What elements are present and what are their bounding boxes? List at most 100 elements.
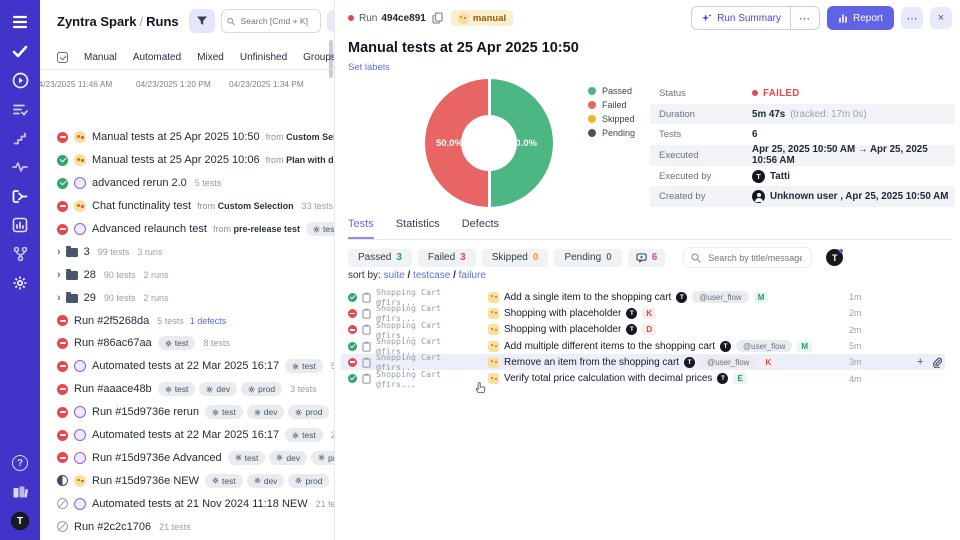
test-row[interactable]: Shopping Cart @firs... Shopping with pla… [341, 320, 945, 340]
sidebar-tab[interactable]: Unfinished [239, 52, 288, 63]
run-list-item[interactable]: › Chat functinality test from Custom Sel… [40, 195, 334, 218]
test-row[interactable]: Shopping Cart @firs... Add a single item… [341, 287, 945, 308]
gear-icon [212, 477, 219, 484]
sidebar-scrollbar[interactable] [329, 40, 333, 78]
env-tag: prod [241, 382, 283, 397]
test-suite: Shopping Cart @firs... [376, 287, 441, 308]
more-button[interactable]: ⋯ [901, 7, 923, 29]
chevron-right-icon[interactable]: › [57, 291, 61, 304]
settings-gear-icon[interactable] [0, 269, 40, 297]
run-list-item[interactable]: › Automated tests at 21 Nov 2024 11:18 N… [40, 492, 334, 515]
test-runs-icon[interactable] [0, 66, 40, 94]
avatar-letter: T [11, 512, 29, 530]
report-button[interactable]: Report [826, 6, 894, 30]
run-type-icon [74, 223, 86, 235]
comments-filter-chip[interactable]: 6 [627, 248, 666, 267]
checklist-icon[interactable] [0, 95, 40, 123]
help-icon[interactable]: ? [0, 449, 40, 477]
attachment-icon[interactable] [932, 357, 943, 368]
sidebar-search[interactable] [220, 9, 321, 33]
run-list-item[interactable]: › 29 from 90 tests 2 runs [40, 286, 334, 309]
run-list-item[interactable]: › 3 from 99 tests 3 runs [40, 240, 334, 263]
test-row[interactable]: Shopping Cart @firs... Remove an item fr… [341, 352, 945, 372]
milestone-badge: D [642, 324, 657, 336]
assignee-avatar: T [684, 356, 696, 368]
run-defects-link[interactable]: 1 defects [189, 315, 227, 326]
run-summary-more-button[interactable]: ⋯ [789, 7, 819, 29]
run-title: Manual tests at 25 Apr 2025 10:50 [348, 40, 579, 56]
integrations-icon[interactable] [0, 240, 40, 268]
run-list-item[interactable]: › Manual tests at 25 Apr 2025 10:50 from… [40, 126, 334, 149]
sort-link[interactable]: failure [458, 270, 486, 281]
test-row[interactable]: Shopping Cart @firs... Verify total pric… [341, 369, 945, 389]
tasks-check-icon[interactable] [0, 37, 40, 65]
detail-tab[interactable]: Statistics [395, 218, 440, 230]
test-row[interactable]: Shopping Cart @firs... Add multiple diff… [341, 336, 945, 356]
status-filter-chip[interactable]: Pending 0 [554, 248, 622, 267]
test-row[interactable]: Shopping Cart @firs... Shopping with pla… [341, 303, 945, 323]
chevron-right-icon[interactable]: › [57, 268, 61, 281]
tests-search-input[interactable] [706, 251, 805, 264]
donut-divider [487, 79, 491, 207]
run-status-icon [57, 131, 68, 143]
detail-tab[interactable]: Tests [348, 218, 374, 239]
run-list-item[interactable]: › Run #2c2c1706 from 21 tests [40, 515, 334, 538]
filter-button[interactable] [188, 9, 215, 33]
user-avatar[interactable]: T [0, 507, 40, 535]
copy-icon[interactable] [432, 12, 443, 24]
sidebar-search-input[interactable] [238, 15, 315, 27]
sidebar-tab[interactable]: Groups [303, 52, 335, 63]
chevron-right-icon[interactable]: › [57, 245, 61, 258]
run-type-icon [74, 154, 86, 167]
gear-icon [313, 226, 320, 232]
analytics-icon[interactable] [0, 211, 40, 239]
test-duration: 5m [849, 341, 862, 352]
status-filter-chip[interactable]: Skipped 0 [481, 248, 549, 267]
share-out-icon[interactable] [0, 182, 40, 210]
sidebar-tab[interactable]: Automated [132, 52, 182, 63]
chart-legend: Passed Failed Skipped Pending [588, 84, 635, 140]
legend-dot [588, 115, 596, 123]
select-runs-icon[interactable] [57, 52, 68, 63]
assignee-filter-avatar[interactable]: T [826, 249, 844, 266]
run-list-item[interactable]: › Run #15d9736e Advanced from testdevpro… [40, 446, 334, 469]
run-list-item[interactable]: › Automated tests at 22 Mar 2025 16:17 f… [40, 355, 334, 378]
run-status-icon [65, 245, 78, 257]
info-label: Status [659, 87, 686, 99]
run-list-item[interactable]: › Run #2f5268da from 5 tests 1 defects [40, 309, 334, 332]
run-list-item[interactable]: › 28 from 90 tests 2 runs [40, 263, 334, 286]
milestones-icon[interactable] [0, 124, 40, 152]
env-tag: test [227, 450, 266, 465]
add-icon[interactable]: + [917, 355, 924, 368]
project-name: Zyntra Spark [57, 13, 137, 29]
menu-icon[interactable] [0, 8, 40, 36]
info-row: Tests 6 [650, 124, 955, 145]
activity-icon[interactable] [0, 153, 40, 181]
detail-tab[interactable]: Defects [461, 218, 499, 230]
sidebar-tab[interactable]: Manual [84, 52, 117, 63]
test-title: Remove an item from the shopping cart [504, 356, 680, 368]
status-filter-chip[interactable]: Passed 3 [348, 248, 412, 267]
run-summary-button[interactable]: Run Summary ⋯ [691, 6, 820, 30]
run-list-item[interactable]: › Run #86ac67aa from test 8 tests [40, 332, 334, 355]
run-list-item[interactable]: › Automated tests at 22 Mar 2025 16:17 f… [40, 424, 334, 447]
legend-item: Failed [588, 98, 635, 112]
run-list-item[interactable]: › advanced rerun 2.0 from 5 tests [40, 172, 334, 195]
run-list-item[interactable]: › Advanced relaunch test from pre-releas… [40, 218, 334, 241]
run-name: Chat functinality test [92, 200, 192, 213]
sort-link[interactable]: suite [383, 270, 405, 281]
close-button[interactable]: × [930, 7, 952, 29]
sort-link[interactable]: testcase [413, 270, 451, 281]
sidebar-tab[interactable]: Mixed [197, 52, 224, 63]
docs-icon[interactable] [0, 478, 40, 506]
status-filter-chip[interactable]: Failed 3 [417, 248, 476, 267]
env-tag: prod [288, 405, 330, 420]
set-labels-link[interactable]: Set labels [348, 62, 390, 73]
tests-search[interactable] [683, 247, 813, 268]
run-list-item[interactable]: › Manual tests at 25 Apr 2025 10:06 from… [40, 149, 334, 172]
sidebar-close-button[interactable]: × [326, 10, 334, 32]
